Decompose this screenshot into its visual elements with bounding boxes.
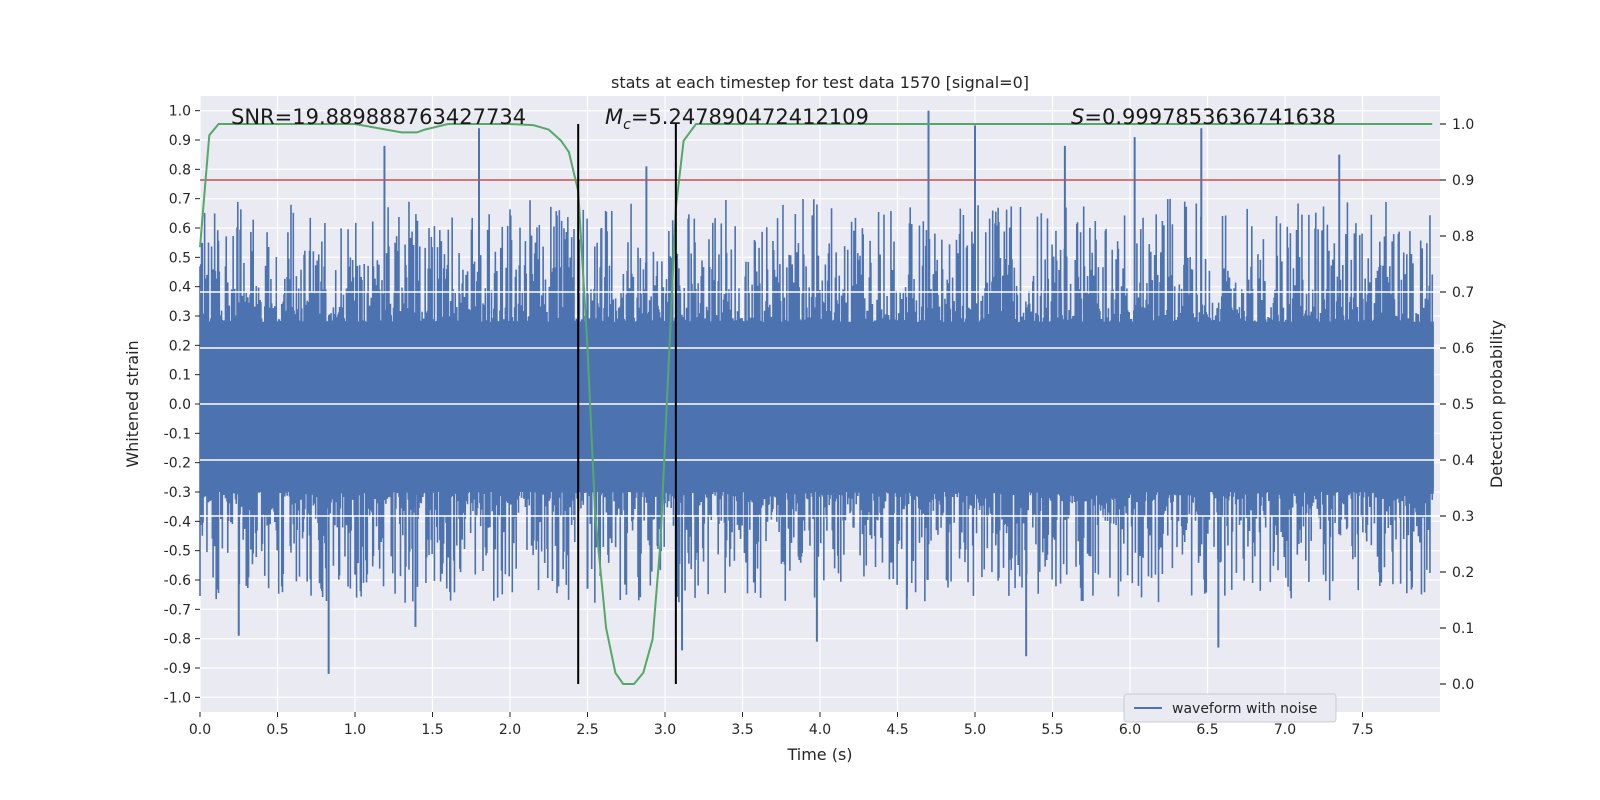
y2-tick-label: 0.6 [1452, 341, 1474, 357]
y-tick-label: -0.6 [164, 573, 191, 589]
y-tick-label: -0.5 [164, 544, 191, 560]
mc-annotation: Mc=5.247890472412109 [605, 105, 869, 133]
x-tick-label: 7.0 [1274, 722, 1296, 738]
y-tick-label: -1.0 [164, 690, 191, 706]
x-tick-label: 7.5 [1351, 722, 1373, 738]
horizontal-guides [200, 291, 1440, 517]
x-tick-label: 4.5 [886, 722, 908, 738]
y-axis-title: Whitened strain [123, 340, 142, 467]
x-tick-label: 2.5 [576, 722, 598, 738]
y2-tick-label: 1.0 [1452, 117, 1474, 133]
y-tick-label: 0.0 [169, 397, 191, 413]
x-tick-label: 0.5 [266, 722, 288, 738]
y-tick-label: 0.3 [169, 309, 191, 325]
x-tick-label: 3.0 [654, 722, 676, 738]
y-tick-label: -0.9 [164, 661, 191, 677]
y-axis-ticks: 1.0 0.9 0.8 0.7 0.6 0.5 0.4 0.3 0.2 0.1 0.0 -0.1 -0.… [164, 104, 200, 706]
legend-label: waveform with noise [1172, 701, 1317, 717]
x-axis-ticks: 0.0 0.5 1.0 1.5 2.0 2.5 3.0 3.5 4.0 4.5 5.0 5.5 6.0 6… [189, 712, 1374, 738]
y-tick-label: 0.1 [169, 368, 191, 384]
y-tick-label: 0.6 [169, 221, 191, 237]
y-tick-label: -0.2 [164, 456, 191, 472]
y-tick-label: 0.4 [169, 280, 191, 296]
y2-tick-label: 0.3 [1452, 509, 1474, 525]
y2-tick-label: 0.1 [1452, 621, 1474, 637]
x-tick-label: 5.0 [964, 722, 986, 738]
y2-tick-label: 0.8 [1452, 229, 1474, 245]
y2-axis-title: Detection probability [1487, 320, 1506, 488]
x-tick-label: 1.5 [421, 722, 443, 738]
snr-label: SNR [231, 105, 275, 129]
mc-subscript: c [623, 117, 631, 133]
x-tick-label: 5.5 [1041, 722, 1063, 738]
snr-value: 19.889888763427734 [292, 105, 526, 129]
s-annotation: S=0.9997853636741638 [1071, 105, 1336, 129]
x-axis-title: Time (s) [786, 745, 852, 764]
y-tick-label: -0.4 [164, 514, 191, 530]
x-tick-label: 1.0 [344, 722, 366, 738]
x-tick-label: 3.5 [731, 722, 753, 738]
mc-label: M [605, 105, 623, 129]
y2-tick-label: 0.9 [1452, 173, 1474, 189]
waveform-series [199, 110, 1434, 674]
y-tick-label: -0.7 [164, 602, 191, 618]
x-tick-label: 2.0 [499, 722, 521, 738]
y2-tick-label: 0.0 [1452, 677, 1474, 693]
y-tick-label: -0.1 [164, 426, 191, 442]
y-tick-label: 0.2 [169, 338, 191, 354]
s-value: 0.9997853636741638 [1102, 105, 1336, 129]
legend: waveform with noise [1123, 693, 1337, 723]
detection-probability-line [199, 123, 1433, 685]
y-tick-label: 1.0 [169, 104, 191, 120]
x-tick-label: 0.0 [189, 722, 211, 738]
chart-title: stats at each timestep for test data 157… [611, 73, 1029, 92]
y-tick-label: 0.9 [169, 133, 191, 149]
y-tick-label: -0.3 [164, 485, 191, 501]
x-tick-label: 4.0 [809, 722, 831, 738]
snr-annotation: SNR=19.889888763427734 [231, 105, 526, 129]
y2-tick-label: 0.4 [1452, 453, 1474, 469]
y2-tick-label: 0.2 [1452, 565, 1474, 581]
y2-axis-ticks: 1.0 0.9 0.8 0.7 0.6 0.5 0.4 0.3 0.2 0.1 0.0 [1440, 117, 1474, 693]
mc-value: 5.247890472412109 [648, 105, 868, 129]
y-tick-label: 0.8 [169, 162, 191, 178]
x-tick-label: 6.0 [1119, 722, 1141, 738]
legend-box [1123, 693, 1337, 723]
x-tick-label: 6.5 [1196, 722, 1218, 738]
y-tick-label: 0.7 [169, 192, 191, 208]
s-label: S [1071, 105, 1084, 129]
y-tick-label: -0.8 [164, 632, 191, 648]
y-tick-label: 0.5 [169, 250, 191, 266]
y2-tick-label: 0.7 [1452, 285, 1474, 301]
y2-tick-label: 0.5 [1452, 397, 1474, 413]
